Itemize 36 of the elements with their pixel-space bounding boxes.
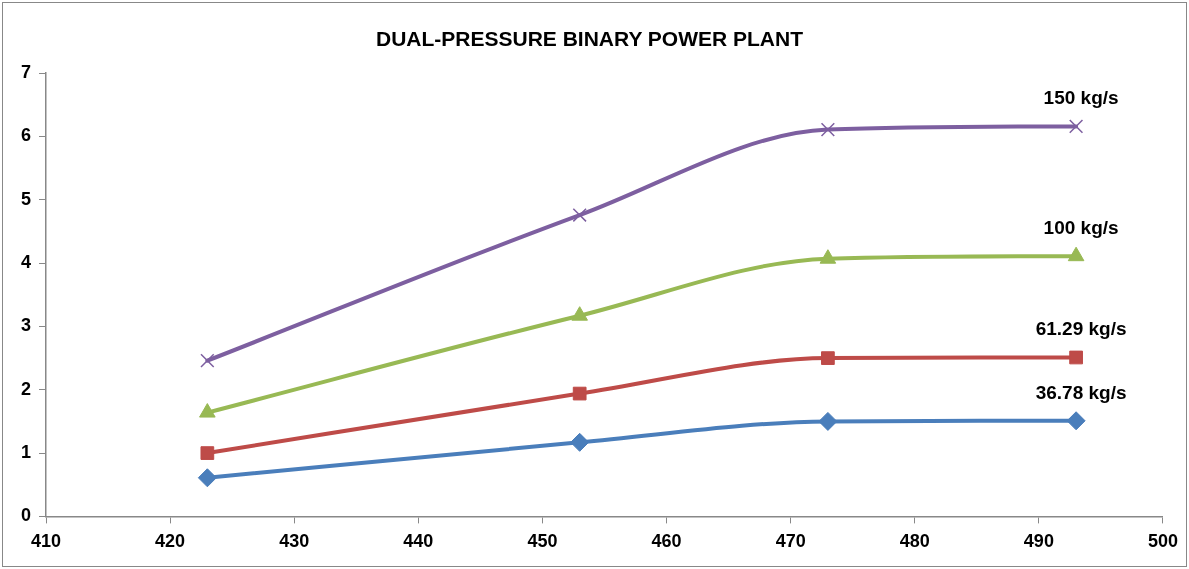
x-tick-label: 420 — [155, 531, 186, 552]
series-label: 36.78 kg/s — [1035, 381, 1127, 403]
point — [200, 446, 215, 460]
point — [197, 468, 217, 488]
point — [818, 411, 838, 431]
point — [199, 403, 216, 418]
point — [570, 432, 590, 452]
y-tick-label: 3 — [21, 315, 32, 336]
y-tick-label: 6 — [21, 125, 32, 146]
y-tick-label: 0 — [21, 505, 32, 526]
x-tick-label: 500 — [1147, 531, 1179, 552]
point — [820, 122, 836, 137]
series-label: 61.29 kg/s — [1035, 318, 1127, 340]
y-tick-label: 5 — [21, 188, 32, 209]
point — [200, 353, 215, 368]
y-tick-label: 7 — [21, 62, 32, 83]
x-tick-label: 450 — [527, 531, 558, 552]
x-tick-label: 440 — [403, 531, 434, 552]
point — [572, 386, 587, 401]
point — [572, 207, 587, 223]
x-tick-label: 460 — [651, 531, 682, 552]
x-tick-label: 470 — [775, 531, 806, 552]
x-tick-label: 490 — [1023, 531, 1054, 552]
y-tick-label: 1 — [21, 442, 32, 463]
chart-title: DUAL-PRESSURE BINARY POWER PLANT — [375, 27, 804, 51]
x-tick-label: 410 — [30, 531, 62, 552]
point — [1068, 119, 1084, 134]
y-tick-label: 4 — [21, 252, 32, 273]
x-tick-label: 480 — [899, 531, 930, 552]
x-tick-label: 430 — [279, 531, 310, 552]
point — [1066, 411, 1086, 431]
series-label: 100 kg/s — [1043, 216, 1119, 238]
point — [821, 351, 835, 365]
series-label: 150 kg/s — [1043, 87, 1119, 109]
y-tick-label: 2 — [21, 378, 32, 399]
point — [1069, 350, 1083, 365]
